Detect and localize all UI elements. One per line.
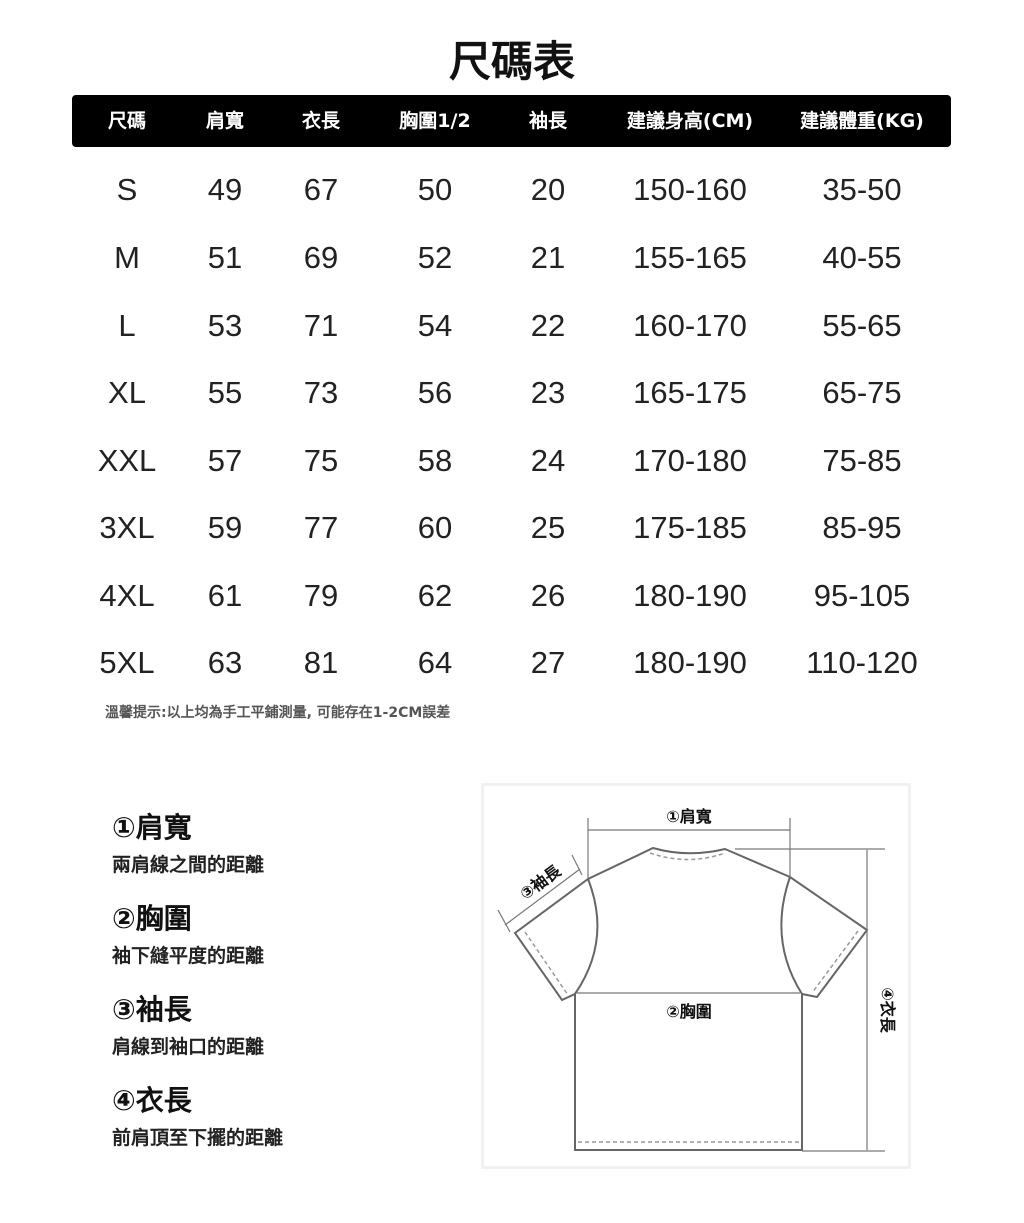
- table-cell: 69: [303, 240, 339, 275]
- table-cell: 160-170: [633, 308, 747, 343]
- table-cell: 81: [303, 645, 339, 680]
- definition-title: ②胸圍: [112, 902, 192, 935]
- definition-item: ②胸圍袖下縫平度的距離: [112, 897, 264, 968]
- table-cell: 77: [303, 510, 339, 545]
- table-cell: 180-190: [633, 645, 747, 680]
- table-row: 4XL 61 79 62 26 180-190 95-105: [0, 576, 1024, 616]
- table-cell: 25: [530, 510, 566, 545]
- table-cell: 3XL: [99, 510, 155, 545]
- table-cell: 75-85: [822, 443, 902, 478]
- table-cell: 50: [417, 172, 453, 207]
- table-row: S 49 67 50 20 150-160 35-50: [0, 170, 1024, 210]
- table-cell: M: [114, 240, 140, 275]
- diagram-sleeve-label: ③袖長: [516, 861, 565, 904]
- table-row: XXL 57 75 58 24 170-180 75-85: [0, 441, 1024, 481]
- definition-item: ④衣長前肩頂至下擺的距離: [112, 1079, 283, 1150]
- table-cell: 23: [530, 375, 566, 410]
- definition-desc: 肩線到袖口的距離: [112, 1036, 265, 1058]
- table-cell: 65-75: [822, 375, 902, 410]
- table-cell: 55: [207, 375, 243, 410]
- table-cell: S: [116, 172, 138, 207]
- column-header: 建議身高(CM): [626, 110, 754, 132]
- definition-desc: 兩肩線之間的距離: [112, 854, 265, 876]
- table-cell: 27: [530, 645, 566, 680]
- table-cell: XL: [108, 375, 146, 410]
- right-armhole: [780, 876, 803, 995]
- definition-title: ①肩寬: [112, 811, 192, 844]
- table-cell: 59: [207, 510, 243, 545]
- table-cell: 49: [207, 172, 243, 207]
- table-cell: XXL: [97, 443, 157, 478]
- table-cell: 20: [530, 172, 566, 207]
- tshirt-outline: [513, 846, 869, 1151]
- table-cell: 170-180: [633, 443, 747, 478]
- diagram-length-label: ④衣長: [878, 987, 897, 1034]
- definition-desc: 前肩頂至下擺的距離: [112, 1127, 284, 1149]
- table-cell: 54: [417, 308, 453, 343]
- table-row: XL 55 73 56 23 165-175 65-75: [0, 373, 1024, 413]
- table-cell: 35-50: [822, 172, 902, 207]
- definition-title: ③袖長: [112, 993, 192, 1026]
- table-cell: 56: [417, 375, 453, 410]
- table-cell: 52: [417, 240, 453, 275]
- column-header: 袖長: [528, 110, 568, 132]
- table-cell: 110-120: [806, 645, 918, 680]
- page-title: 尺碼表: [448, 37, 575, 86]
- table-cell: 53: [207, 308, 243, 343]
- table-cell: 22: [530, 308, 566, 343]
- column-header: 衣長: [301, 110, 341, 132]
- diagram-chest-label: ②胸圍: [666, 1002, 712, 1021]
- table-row: M 51 69 52 21 155-165 40-55: [0, 238, 1024, 278]
- table-cell: 165-175: [633, 375, 747, 410]
- column-header: 尺碼: [107, 110, 147, 132]
- column-header: 胸圍1/2: [399, 110, 471, 132]
- table-cell: 85-95: [822, 510, 902, 545]
- table-cell: 67: [303, 172, 339, 207]
- table-row: 3XL 59 77 60 25 175-185 85-95: [0, 508, 1024, 548]
- table-cell: 58: [417, 443, 453, 478]
- table-cell: 155-165: [633, 240, 747, 275]
- table-cell: 21: [530, 240, 566, 275]
- column-header: 肩寬: [205, 110, 245, 132]
- table-header: 尺碼 肩寬 衣長 胸圍1/2 袖長 建議身高(CM) 建議體重(KG): [72, 95, 951, 147]
- table-cell: 4XL: [99, 578, 155, 613]
- table-cell: 60: [417, 510, 453, 545]
- table-cell: 64: [417, 645, 453, 680]
- left-armhole: [574, 878, 599, 995]
- definition-item: ③袖長肩線到袖口的距離: [112, 988, 264, 1059]
- table-cell: 71: [303, 308, 339, 343]
- table-cell: 150-160: [633, 172, 747, 207]
- table-cell: 61: [207, 578, 243, 613]
- table-cell: 5XL: [99, 645, 155, 680]
- definition-item: ①肩寬兩肩線之間的距離: [112, 806, 264, 877]
- table-row: L 53 71 54 22 160-170 55-65: [0, 306, 1024, 346]
- column-header: 建議體重(KG): [800, 110, 924, 132]
- definition-desc: 袖下縫平度的距離: [112, 945, 265, 967]
- table-cell: 79: [303, 578, 339, 613]
- definition-title: ④衣長: [112, 1084, 192, 1117]
- table-cell: 55-65: [822, 308, 902, 343]
- table-cell: 95-105: [813, 578, 911, 613]
- table-cell: 40-55: [822, 240, 902, 275]
- table-cell: 63: [207, 645, 243, 680]
- table-row: 5XL 63 81 64 27 180-190 110-120: [0, 643, 1024, 683]
- table-cell: L: [118, 308, 136, 343]
- measurement-note: 溫馨提示:以上均為手工平鋪測量, 可能存在1-2CM誤差: [105, 705, 451, 721]
- table-cell: 75: [303, 443, 339, 478]
- diagram-shoulder-label: ①肩寬: [666, 807, 712, 826]
- table-cell: 175-185: [633, 510, 747, 545]
- table-cell: 62: [417, 578, 453, 613]
- table-cell: 180-190: [633, 578, 747, 613]
- table-cell: 51: [207, 240, 243, 275]
- table-cell: 24: [530, 443, 566, 478]
- table-cell: 73: [303, 375, 339, 410]
- table-cell: 57: [207, 443, 243, 478]
- table-cell: 26: [530, 578, 566, 613]
